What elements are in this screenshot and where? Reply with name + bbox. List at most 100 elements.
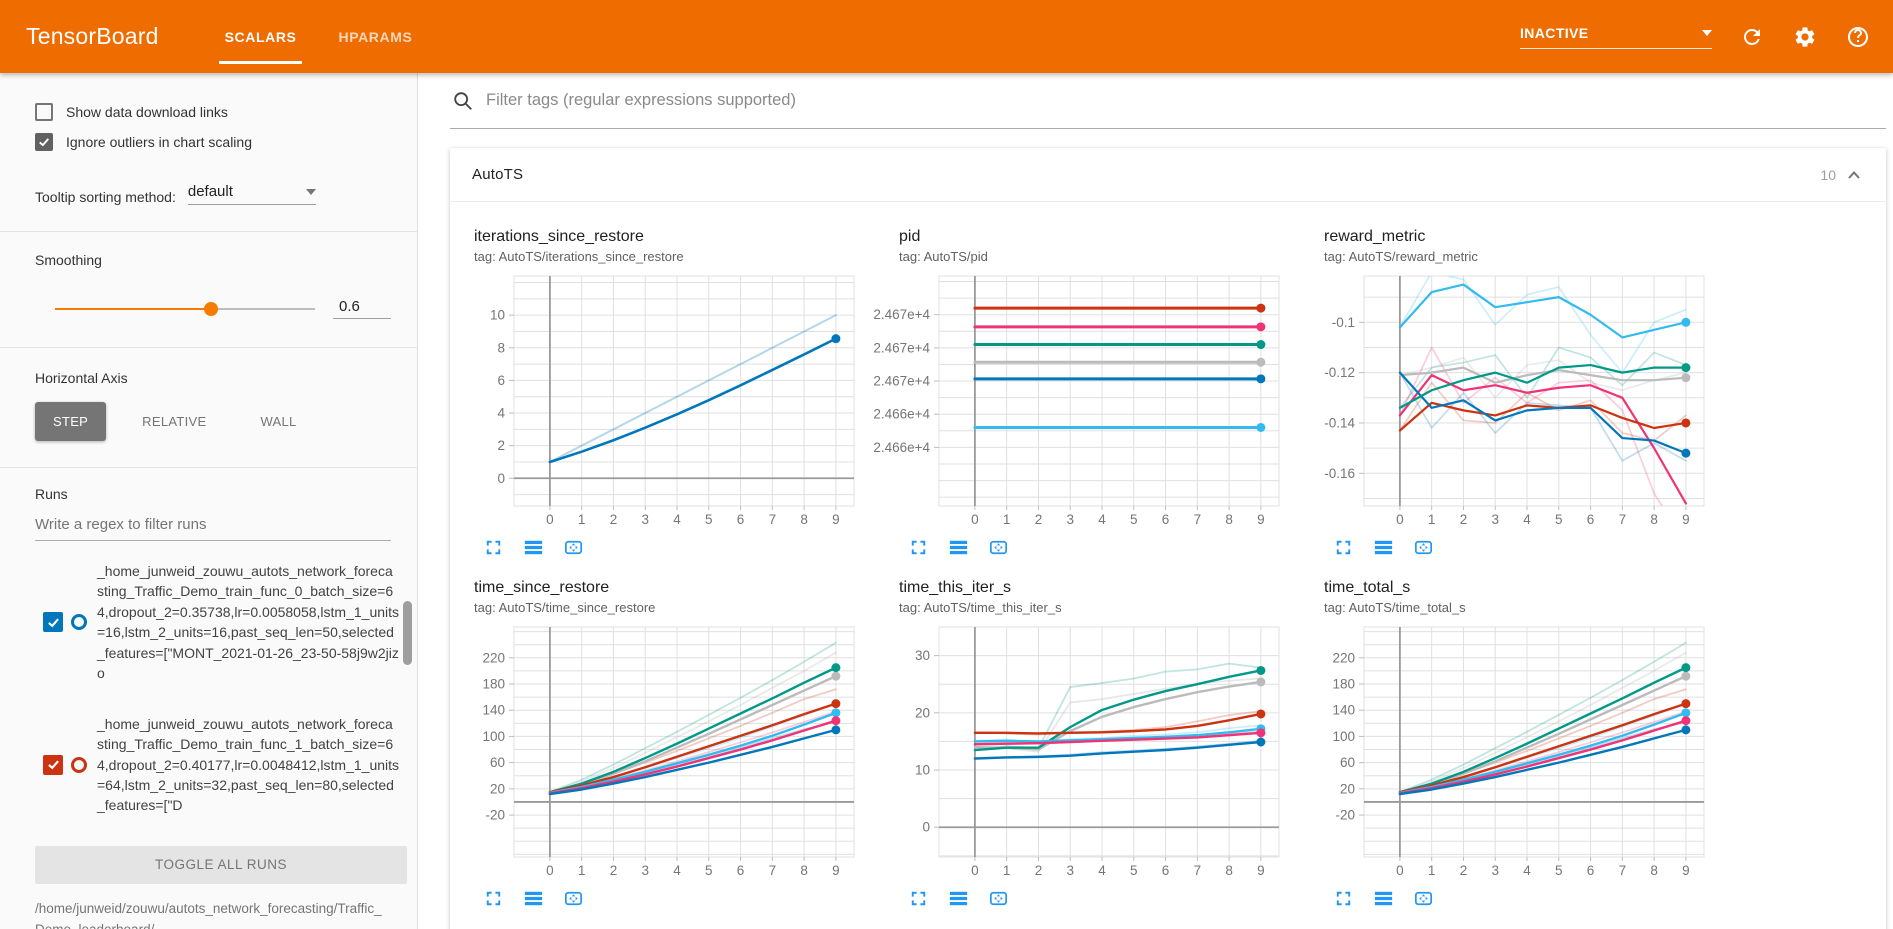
checkbox-show-download-links[interactable]: Show data download links: [35, 103, 405, 121]
svg-text:8: 8: [497, 340, 505, 355]
svg-text:6: 6: [1162, 863, 1170, 878]
svg-text:60: 60: [1340, 755, 1355, 770]
fullscreen-button[interactable]: [907, 536, 930, 559]
card-collapse-control[interactable]: 10: [1820, 165, 1864, 185]
data-table-button[interactable]: [1372, 887, 1395, 910]
chart-plot[interactable]: 0 2 4 6 8 10 0 1 2 3 4 5 6 7 8 9: [464, 270, 864, 532]
data-table-button[interactable]: [522, 536, 545, 559]
data-table-button[interactable]: [947, 536, 970, 559]
data-table-button[interactable]: [1372, 536, 1395, 559]
svg-text:2.466e+4: 2.466e+4: [873, 440, 930, 455]
smoothing-slider-thumb[interactable]: [204, 301, 218, 316]
fullscreen-button[interactable]: [1332, 536, 1355, 559]
svg-text:8: 8: [1650, 863, 1658, 878]
fullscreen-icon: [1336, 891, 1351, 906]
smoothing-slider-fill: [55, 307, 211, 310]
help-icon: [1848, 26, 1868, 47]
fit-domain-button[interactable]: [562, 536, 585, 559]
chart-title: time_this_iter_s: [899, 579, 1012, 596]
svg-text:100: 100: [482, 729, 505, 744]
reload-status-dropdown[interactable]: INACTIVE: [1520, 25, 1712, 49]
horizontal-axis-toggle: STEP RELATIVE WALL: [35, 402, 405, 441]
chart-plot[interactable]: 0 10 20 30 0 1 2 3 4 5 6 7 8 9: [889, 621, 1289, 883]
svg-text:30: 30: [915, 648, 930, 663]
chart-plot[interactable]: -20 20 60 100 140 180 220 0 1 2 3 4 5 6 7 8 9: [1314, 621, 1714, 883]
checkbox-ignore-outliers[interactable]: Ignore outliers in chart scaling: [35, 133, 405, 151]
svg-text:9: 9: [832, 863, 840, 878]
svg-text:20: 20: [490, 781, 505, 796]
tab-hparams[interactable]: HPARAMS: [338, 28, 413, 45]
card-header[interactable]: AutoTS 10: [450, 148, 1886, 202]
svg-text:0: 0: [971, 512, 979, 527]
svg-text:5: 5: [705, 512, 713, 527]
app-header: TensorBoard SCALARS HPARAMS INACTIVE: [0, 0, 1893, 73]
svg-text:20: 20: [1340, 781, 1355, 796]
run-checkbox[interactable]: [43, 612, 63, 633]
divider: [0, 347, 417, 348]
fit-domain-icon: [989, 891, 1008, 906]
svg-text:-0.14: -0.14: [1324, 415, 1355, 430]
tooltip-sorting-dropdown[interactable]: default: [187, 183, 316, 205]
dashboard-main: AutoTS 10 iterations_since_restore tag: …: [419, 73, 1893, 929]
top-tabs: SCALARS HPARAMS: [218, 0, 415, 73]
svg-text:3: 3: [1066, 512, 1074, 527]
svg-text:2: 2: [1460, 863, 1468, 878]
svg-text:2.466e+4: 2.466e+4: [873, 407, 930, 422]
svg-text:10: 10: [490, 308, 505, 323]
smoothing-slider[interactable]: [55, 301, 315, 316]
svg-text:4: 4: [1523, 863, 1531, 878]
fit-domain-button[interactable]: [987, 536, 1010, 559]
data-table-button[interactable]: [522, 887, 545, 910]
chart-plot[interactable]: 2.466e+4 2.466e+4 2.467e+4 2.467e+4 2.467e+4…: [873, 270, 1289, 532]
svg-text:3: 3: [1066, 863, 1074, 878]
axis-step-button[interactable]: STEP: [35, 402, 107, 441]
toggle-all-runs-button[interactable]: TOGGLE ALL RUNS: [35, 845, 407, 884]
chart-plot[interactable]: -0.16 -0.14 -0.12 -0.1 0 1 2 3 4 5 6 7 8 9: [1314, 270, 1714, 532]
reload-status-value: INACTIVE: [1520, 24, 1589, 41]
svg-text:0: 0: [497, 471, 505, 486]
svg-text:0: 0: [546, 863, 554, 878]
svg-text:7: 7: [1194, 512, 1202, 527]
tab-scalars[interactable]: SCALARS: [218, 25, 303, 64]
fullscreen-button[interactable]: [482, 887, 505, 910]
axis-relative-button[interactable]: RELATIVE: [124, 402, 224, 441]
runs-filter-input[interactable]: [35, 516, 391, 533]
fit-domain-button[interactable]: [1412, 536, 1435, 559]
svg-text:1: 1: [1003, 863, 1011, 878]
tag-filter-input[interactable]: [486, 91, 1884, 110]
chart-title: time_since_restore: [474, 579, 610, 596]
svg-text:4: 4: [1098, 512, 1106, 527]
chart-actions: [1332, 887, 1714, 910]
run-color-radio[interactable]: [71, 614, 87, 631]
run-color-radio[interactable]: [71, 756, 87, 773]
smoothing-value-input[interactable]: 0.6: [333, 298, 391, 319]
run-list: _home_junweid_zouwu_autots_network_forec…: [35, 561, 405, 816]
fit-domain-button[interactable]: [1412, 887, 1435, 910]
fullscreen-button[interactable]: [482, 536, 505, 559]
fullscreen-button[interactable]: [1332, 887, 1355, 910]
run-item[interactable]: _home_junweid_zouwu_autots_network_forec…: [35, 714, 405, 816]
svg-text:-0.12: -0.12: [1324, 365, 1355, 380]
svg-text:3: 3: [641, 512, 649, 527]
refresh-button[interactable]: [1739, 24, 1765, 50]
data-table-button[interactable]: [947, 887, 970, 910]
fit-domain-button[interactable]: [987, 887, 1010, 910]
axis-wall-button[interactable]: WALL: [242, 402, 314, 441]
settings-sidebar: Show data download links Ignore outliers…: [0, 73, 418, 929]
sidebar-scrollbar[interactable]: [403, 601, 412, 665]
svg-text:5: 5: [1555, 863, 1563, 878]
chart-plot[interactable]: -20 20 60 100 140 180 220 0 1 2 3 4 5 6 7 8 9: [464, 621, 864, 883]
run-item[interactable]: _home_junweid_zouwu_autots_network_forec…: [35, 561, 405, 684]
fit-domain-button[interactable]: [562, 887, 585, 910]
fullscreen-icon: [1336, 540, 1351, 555]
help-button[interactable]: [1845, 24, 1871, 50]
fullscreen-button[interactable]: [907, 887, 930, 910]
run-checkbox[interactable]: [43, 754, 63, 775]
data-table-icon: [1374, 540, 1393, 555]
fit-domain-icon: [1414, 540, 1433, 555]
fit-domain-icon: [989, 540, 1008, 555]
data-table-icon: [524, 540, 543, 555]
settings-button[interactable]: [1792, 24, 1818, 50]
tag-group-card-autots: AutoTS 10 iterations_since_restore tag: …: [450, 148, 1886, 929]
svg-text:2: 2: [1035, 863, 1043, 878]
